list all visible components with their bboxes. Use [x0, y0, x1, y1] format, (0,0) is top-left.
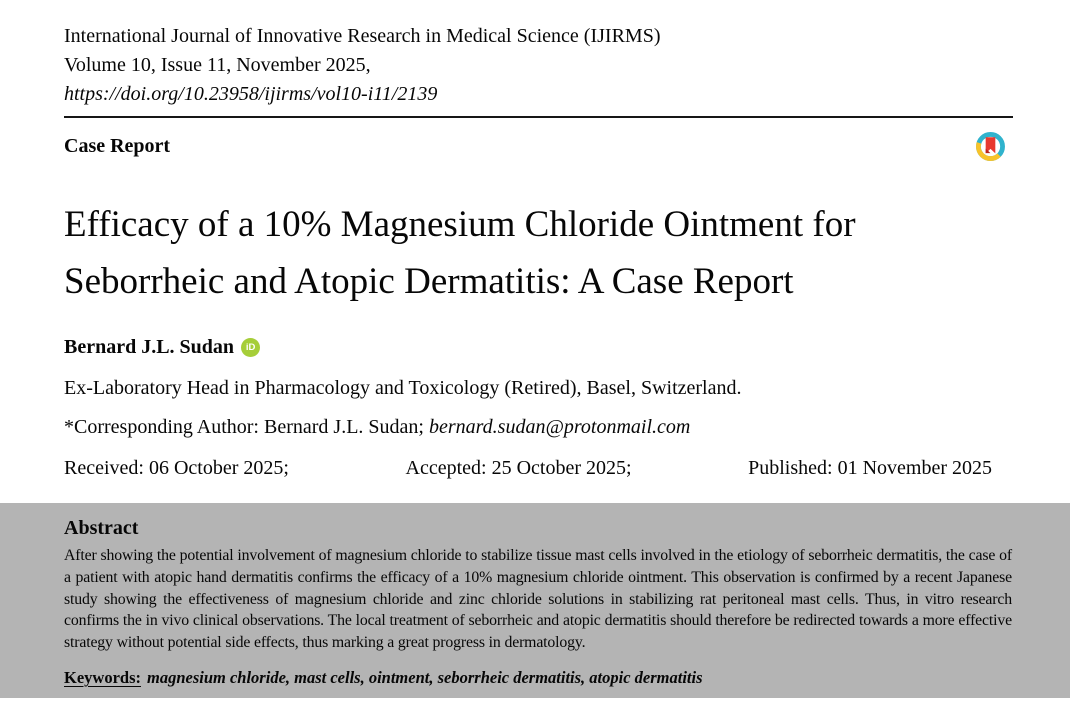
keywords-line: Keywords: magnesium chloride, mast cells,…	[64, 667, 1012, 689]
article-type-row: Case Report	[0, 130, 1070, 162]
corresponding-author-label: *Corresponding Author: Bernard J.L. Suda…	[64, 416, 424, 438]
abstract-heading: Abstract	[64, 517, 139, 539]
journal-issue: Volume 10, Issue 11, November 2025,	[64, 54, 371, 76]
author-name: Bernard J.L. Sudan	[64, 336, 235, 358]
corresponding-email-link[interactable]: bernard.sudan@protonmail.com	[428, 416, 691, 438]
journal-logo-icon[interactable]	[975, 131, 1006, 162]
accepted-date: Accepted: 25 October 2025;	[405, 457, 632, 479]
published-date: Published: 01 November 2025	[748, 457, 992, 479]
author-row: Bernard J.L. Sudan iD	[64, 334, 1006, 361]
keywords-label: Keywords:	[64, 667, 141, 687]
article-title: Efficacy of a 10% Magnesium Chloride Oin…	[64, 204, 856, 302]
doi-link[interactable]: https://doi.org/10.23958/ijirms/vol10-i1…	[64, 83, 438, 105]
journal-header: International Journal of Innovative Rese…	[0, 0, 1070, 109]
keywords-list: magnesium chloride, mast cells, ointment…	[147, 667, 703, 687]
received-date: Received: 06 October 2025;	[64, 457, 289, 479]
header-divider	[64, 116, 1013, 118]
article-type-label: Case Report	[64, 134, 171, 157]
abstract-section: Abstract After showing the potential inv…	[0, 503, 1070, 698]
abstract-text: After showing the potential involvement …	[64, 547, 1012, 652]
journal-name: International Journal of Innovative Rese…	[64, 25, 661, 47]
orcid-icon[interactable]: iD	[241, 338, 261, 357]
corresponding-author-line: *Corresponding Author: Bernard J.L. Suda…	[64, 414, 1006, 441]
article-dates-row: Received: 06 October 2025; Accepted: 25 …	[64, 455, 992, 482]
author-affiliation: Ex-Laboratory Head in Pharmacology and T…	[64, 377, 742, 399]
